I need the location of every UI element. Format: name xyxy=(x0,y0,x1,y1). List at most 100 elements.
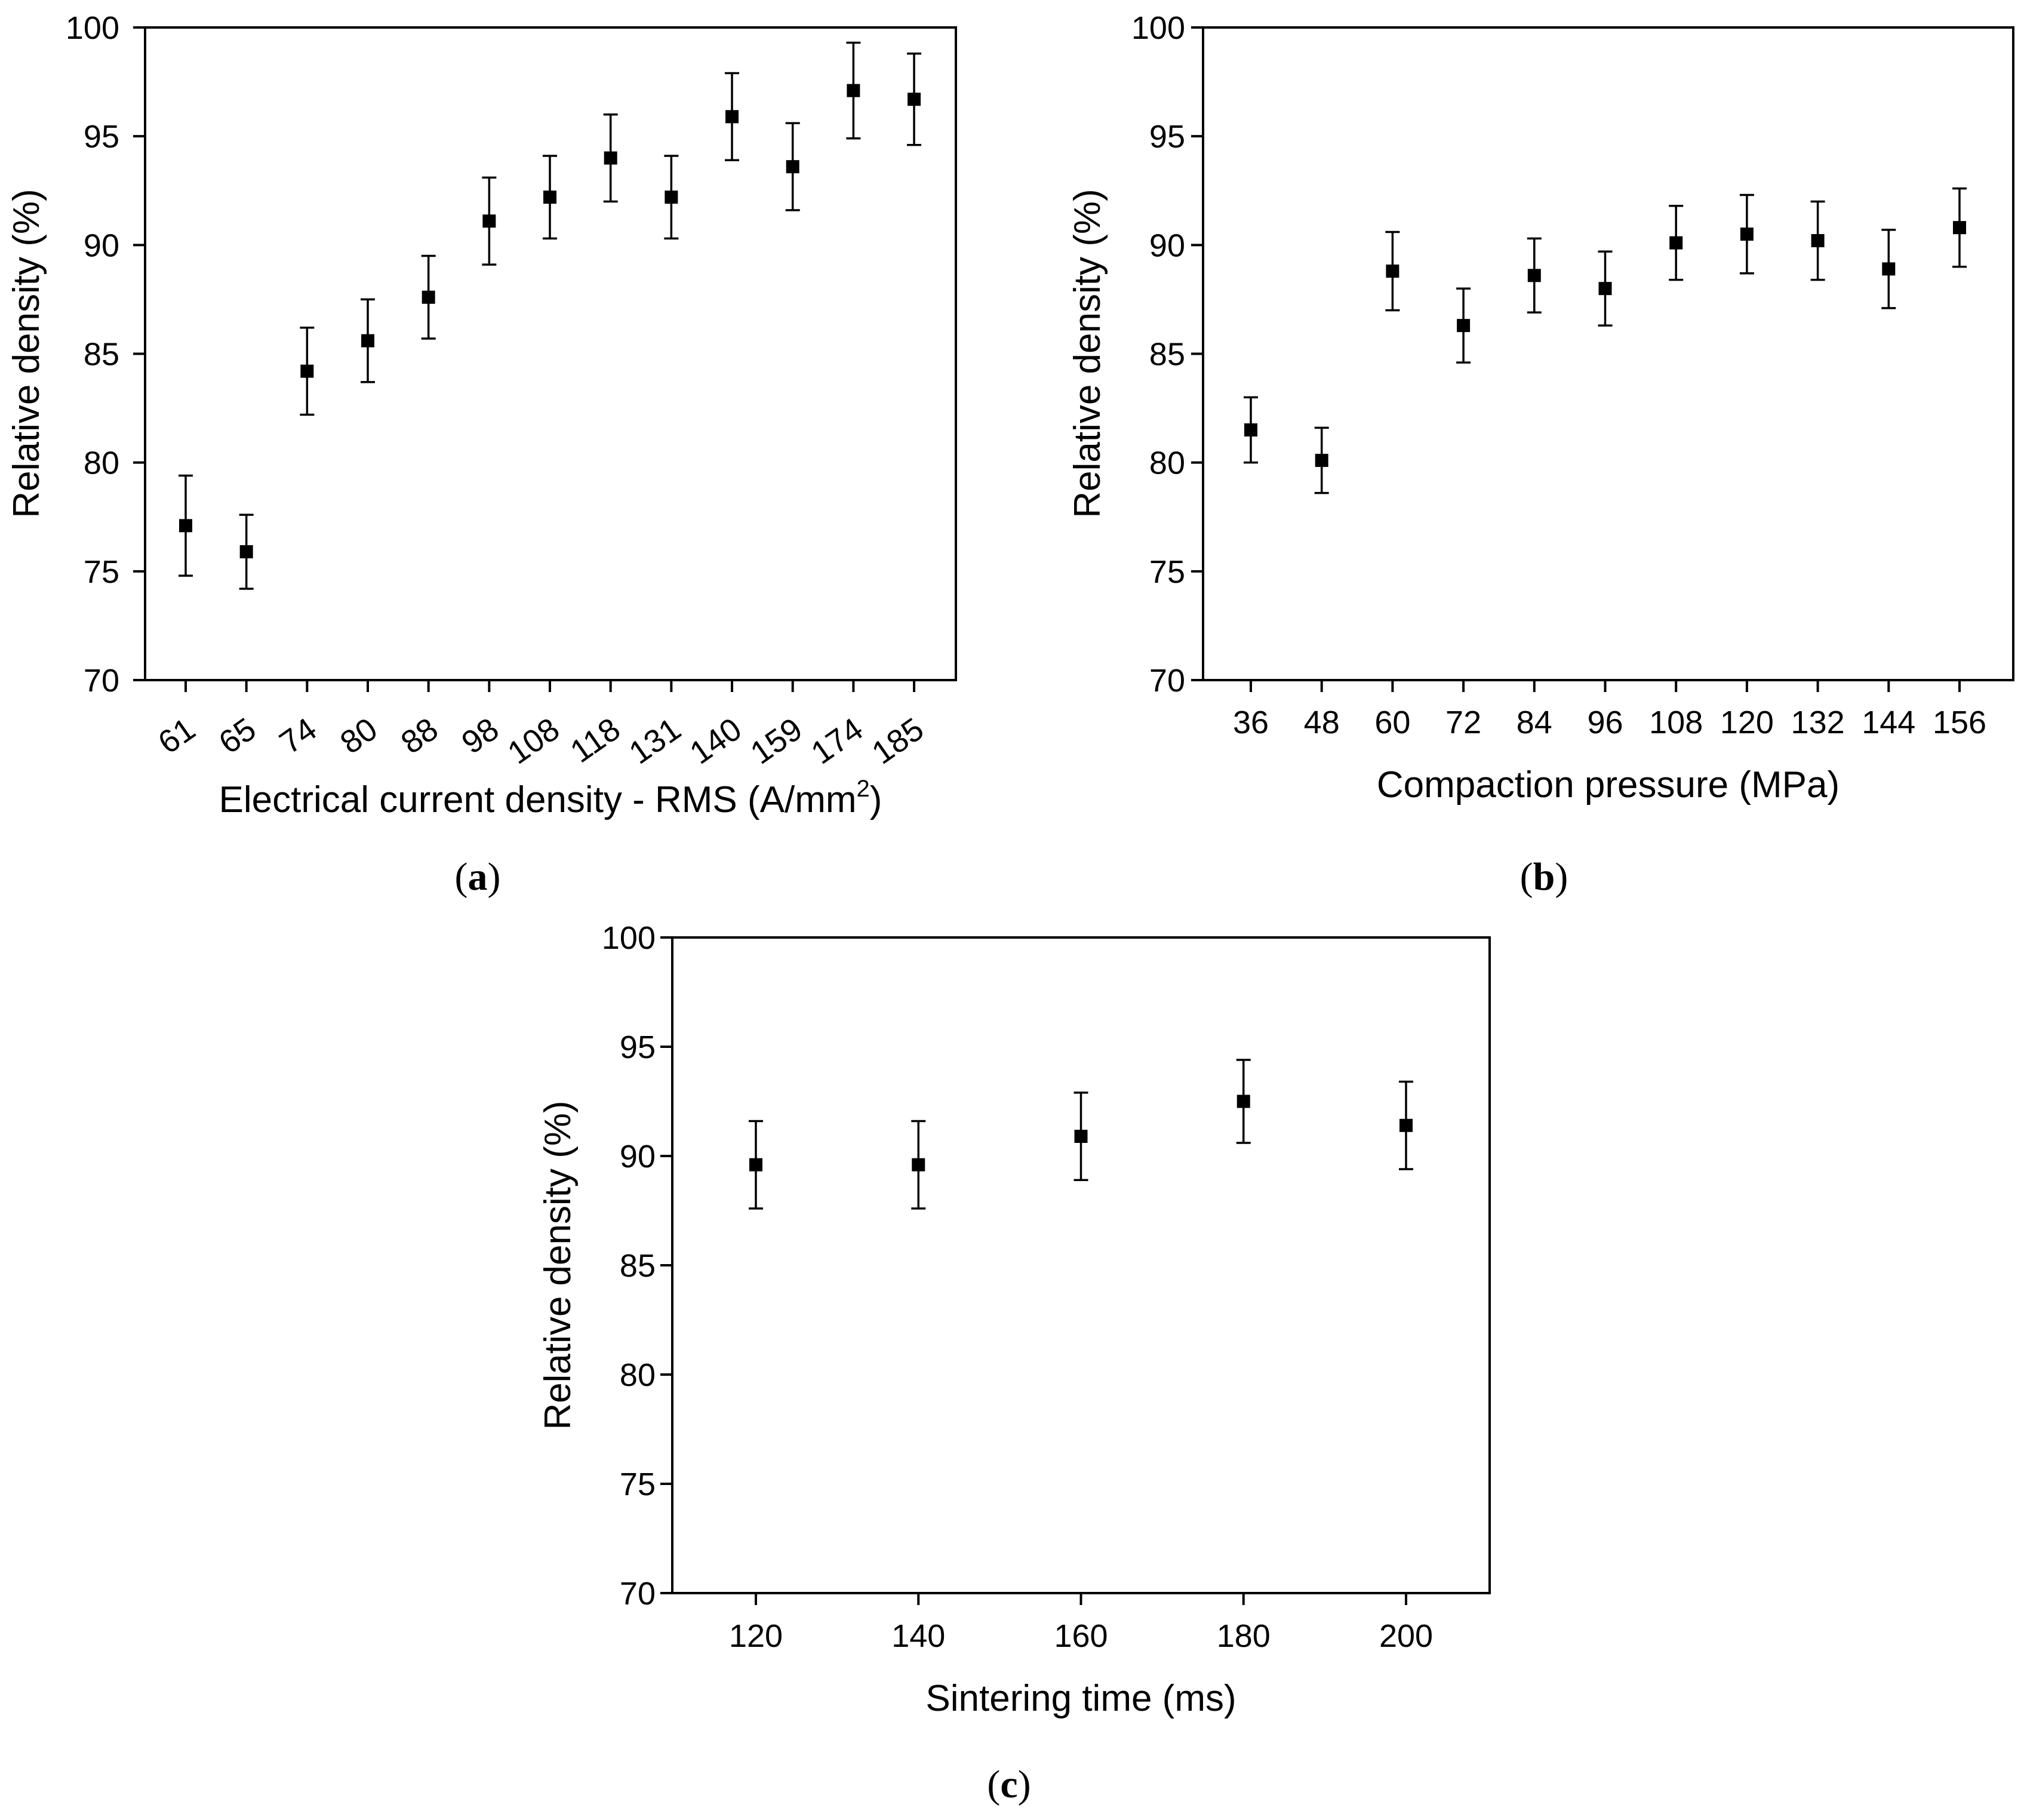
data-point xyxy=(1669,236,1683,250)
x-tick-label: 144 xyxy=(1862,705,1915,740)
panel-label-close: ) xyxy=(1555,855,1568,899)
x-tick-label: 174 xyxy=(805,711,869,771)
data-point xyxy=(912,1158,925,1172)
x-tick-label: 159 xyxy=(744,711,808,771)
y-tick-label: 70 xyxy=(84,663,119,699)
data-point xyxy=(543,190,557,204)
data-point xyxy=(908,93,921,106)
y-tick-label: 100 xyxy=(66,10,119,46)
data-point xyxy=(1740,228,1754,241)
data-point xyxy=(239,545,253,559)
chart-panel-b: 70 75 80 85 90 95 100 36 48 60 72 84 96 108 120 132 144 1… xyxy=(1067,10,2014,899)
y-tick-label: 70 xyxy=(620,1576,656,1612)
data-point xyxy=(1953,221,1966,235)
x-tick-label: 61 xyxy=(152,711,202,761)
data-point xyxy=(179,519,192,533)
x-tick-label: 65 xyxy=(213,711,263,761)
data-point xyxy=(1315,454,1328,468)
x-axis-title-text: Electrical current density - RMS (A/mm xyxy=(219,779,857,820)
y-tick-label: 85 xyxy=(1149,337,1185,373)
y-tick-label: 80 xyxy=(84,445,119,481)
x-axis-title-superscript: 2 xyxy=(857,776,870,802)
data-point xyxy=(786,160,799,174)
x-axis-title-text: Compaction pressure (MPa) xyxy=(1377,764,1840,806)
data-point xyxy=(1399,1118,1413,1132)
data-point xyxy=(300,364,314,378)
data-point xyxy=(1074,1130,1088,1143)
y-tick-label: 70 xyxy=(1149,663,1185,699)
data-point xyxy=(1244,423,1257,437)
data-point xyxy=(604,151,617,165)
x-axis-title: Electrical current density - RMS (A/mm2) xyxy=(219,776,882,820)
y-tick-label: 100 xyxy=(1131,10,1185,46)
x-tick-label: 140 xyxy=(684,711,748,771)
x-tick-label: 160 xyxy=(1054,1618,1108,1654)
panel-label-close: ) xyxy=(1018,1763,1031,1806)
data-point xyxy=(1386,265,1399,278)
x-tick-label: 200 xyxy=(1379,1618,1433,1654)
y-tick-label: 95 xyxy=(620,1029,656,1065)
data-point xyxy=(482,214,496,228)
plot-frame xyxy=(144,26,957,681)
y-tick-label: 100 xyxy=(602,920,656,956)
y-tick-label: 90 xyxy=(84,228,119,263)
data-point xyxy=(665,190,678,204)
x-tick-label: 74 xyxy=(273,711,324,761)
y-tick-label: 80 xyxy=(1149,445,1185,481)
x-tick-label: 72 xyxy=(1445,705,1481,740)
x-tick-label: 140 xyxy=(891,1618,945,1654)
x-tick-label: 98 xyxy=(456,711,506,761)
plot-frame xyxy=(671,936,1491,1594)
x-tick-label: 131 xyxy=(623,711,687,771)
x-axis-title-suffix: ) xyxy=(870,779,882,820)
data-point xyxy=(1236,1095,1250,1108)
panel-label-open: ( xyxy=(455,855,468,899)
data-point xyxy=(1598,282,1612,296)
y-tick-label: 90 xyxy=(620,1139,656,1175)
panel-label-letter: a xyxy=(468,855,488,899)
x-tick-label: 36 xyxy=(1233,705,1269,740)
y-tick-label: 75 xyxy=(1149,554,1185,590)
x-axis-title: Sintering time (ms) xyxy=(925,1678,1236,1719)
data-point xyxy=(749,1158,762,1172)
y-tick-label: 85 xyxy=(84,337,119,373)
y-tick-label: 90 xyxy=(1149,228,1185,263)
x-axis-title: Compaction pressure (MPa) xyxy=(1377,764,1840,806)
x-tick-label: 185 xyxy=(866,711,930,771)
x-tick-label: 80 xyxy=(334,711,384,761)
y-axis-title: Relative density (%) xyxy=(537,1100,579,1429)
x-tick-label: 156 xyxy=(1933,705,1986,740)
y-tick-label: 75 xyxy=(620,1467,656,1502)
x-tick-label: 84 xyxy=(1517,705,1552,740)
panel-label: (c) xyxy=(987,1763,1031,1806)
data-point xyxy=(1882,262,1896,276)
x-tick-label: 108 xyxy=(1649,705,1703,740)
panel-label-letter: b xyxy=(1533,855,1555,899)
x-tick-label: 120 xyxy=(729,1618,783,1654)
data-point xyxy=(1811,234,1825,248)
x-tick-label: 60 xyxy=(1374,705,1410,740)
panel-label-letter: c xyxy=(1000,1763,1017,1806)
x-tick-label: 96 xyxy=(1587,705,1623,740)
plot-frame xyxy=(1202,26,2014,681)
panel-label: (b) xyxy=(1520,855,1568,899)
data-point xyxy=(725,110,739,124)
x-tick-label: 132 xyxy=(1791,705,1845,740)
data-point xyxy=(1527,269,1541,282)
chart-panel-c: 70 75 80 85 90 95 100 120 140 160 180 200 Sintering … xyxy=(537,920,1491,1806)
data-point xyxy=(1457,319,1471,333)
x-tick-label: 118 xyxy=(564,711,627,770)
x-tick-label: 180 xyxy=(1217,1618,1271,1654)
y-axis-title: Relative density (%) xyxy=(6,189,47,518)
y-tick-label: 75 xyxy=(84,554,119,590)
panel-label-open: ( xyxy=(1520,855,1533,899)
data-point xyxy=(847,84,860,97)
x-tick-label: 88 xyxy=(395,711,445,761)
x-tick-label: 48 xyxy=(1304,705,1340,740)
data-point xyxy=(422,290,435,304)
y-tick-label: 95 xyxy=(84,119,119,155)
x-axis-title-text: Sintering time (ms) xyxy=(925,1678,1236,1719)
data-point xyxy=(361,334,375,348)
